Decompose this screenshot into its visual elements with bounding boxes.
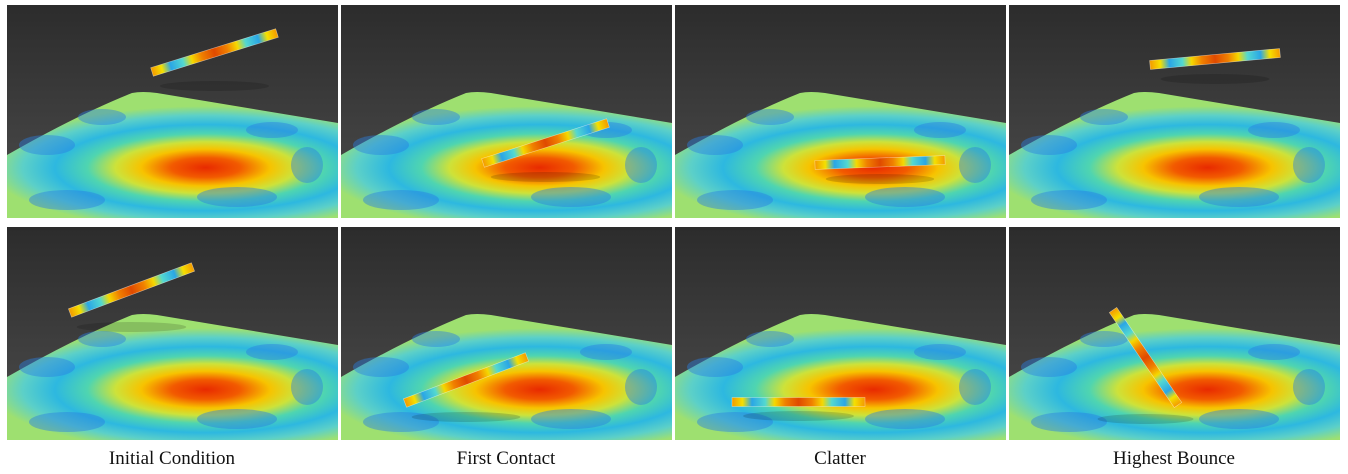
panel: [7, 227, 338, 443]
caption: Highest Bounce: [1113, 448, 1235, 469]
plate-pattern: [1199, 187, 1279, 207]
figure: Initial Condition First Contact Clatter …: [0, 0, 1348, 474]
rod-shadow: [77, 322, 186, 332]
plate-pattern: [1080, 109, 1128, 125]
plate-pattern: [865, 187, 945, 207]
plate-pattern: [29, 412, 105, 432]
plate-pattern: [746, 109, 794, 125]
plate-pattern: [1031, 190, 1107, 210]
rod-shadow: [491, 172, 600, 182]
panel: [341, 227, 672, 443]
rod-shadow: [1098, 414, 1194, 424]
caption: Clatter: [814, 448, 866, 469]
rod-shadow: [412, 412, 521, 422]
plate-pattern: [531, 409, 611, 429]
plate-pattern: [914, 122, 966, 138]
plate-pattern: [531, 187, 611, 207]
panel: [7, 5, 338, 221]
plate-pattern: [197, 409, 277, 429]
rod: [732, 398, 865, 407]
plate-pattern: [687, 357, 743, 377]
rod-shadow: [160, 81, 269, 91]
plate-pattern: [1248, 122, 1300, 138]
caption: Initial Condition: [109, 448, 236, 469]
plate-pattern: [78, 331, 126, 347]
plate-pattern: [1080, 331, 1128, 347]
plate-pattern: [246, 344, 298, 360]
caption: First Contact: [457, 448, 556, 469]
plate-pattern: [959, 369, 991, 405]
panel: [675, 5, 1006, 221]
panel: [341, 5, 672, 221]
plate-pattern: [625, 369, 657, 405]
plate-pattern: [19, 357, 75, 377]
plate-pattern: [363, 190, 439, 210]
plate-pattern: [197, 187, 277, 207]
plate-pattern: [1248, 344, 1300, 360]
plate-pattern: [353, 357, 409, 377]
plate-pattern: [412, 109, 460, 125]
panel: [675, 227, 1006, 443]
plate-pattern: [914, 344, 966, 360]
plate-pattern: [1021, 357, 1077, 377]
plate-pattern: [1021, 135, 1077, 155]
plate-pattern: [412, 331, 460, 347]
plate-pattern: [1199, 409, 1279, 429]
plate-pattern: [1293, 147, 1325, 183]
plate-pattern: [1031, 412, 1107, 432]
plate-pattern: [19, 135, 75, 155]
plate-pattern: [697, 190, 773, 210]
rod-shadow: [1161, 74, 1270, 84]
plate-pattern: [625, 147, 657, 183]
plate-pattern: [291, 147, 323, 183]
plate-pattern: [959, 147, 991, 183]
plate-pattern: [29, 190, 105, 210]
plate-pattern: [746, 331, 794, 347]
plate-pattern: [353, 135, 409, 155]
panels: [7, 5, 1340, 443]
plate-pattern: [580, 344, 632, 360]
plate-pattern: [687, 135, 743, 155]
plate-pattern: [78, 109, 126, 125]
plate-pattern: [1293, 369, 1325, 405]
plate-pattern: [291, 369, 323, 405]
panel: [1009, 5, 1340, 221]
rod-shadow: [743, 411, 854, 421]
panel: [1009, 227, 1340, 443]
rod-shadow: [826, 174, 934, 184]
plate-pattern: [246, 122, 298, 138]
plate-pattern: [865, 409, 945, 429]
